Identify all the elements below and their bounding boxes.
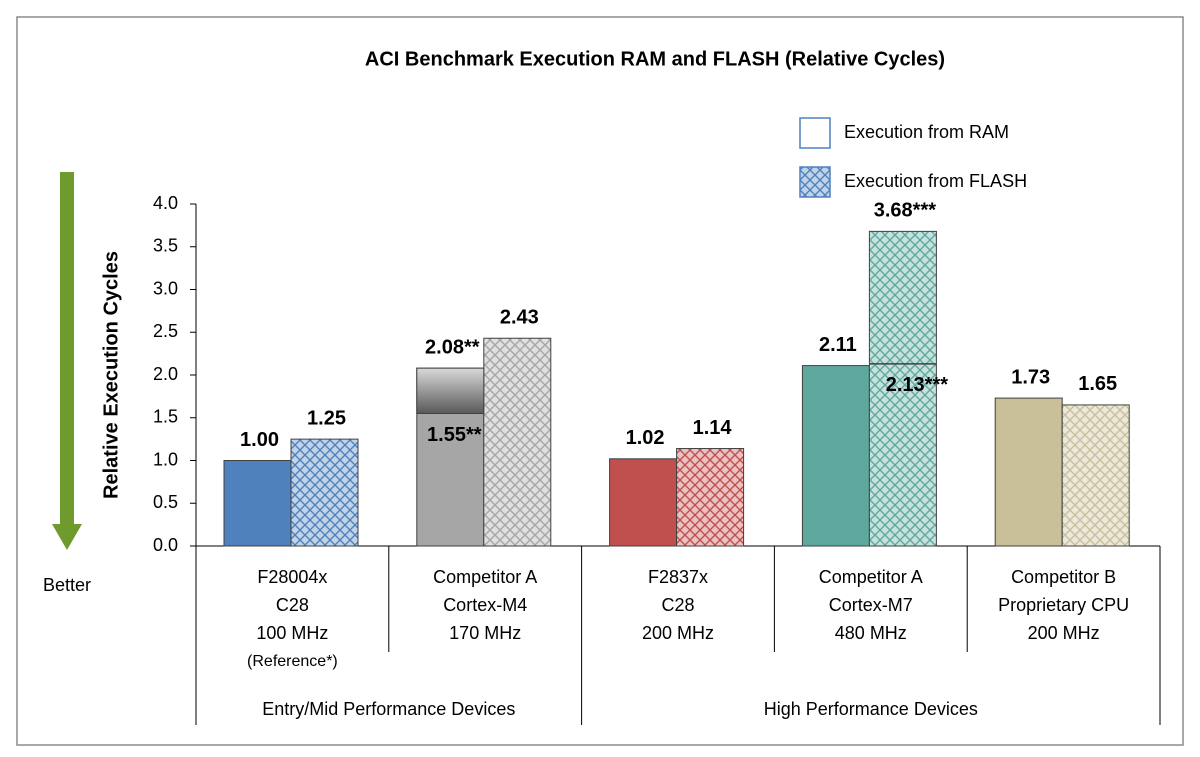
bar — [676, 448, 745, 547]
value-label: 2.11 — [819, 334, 857, 356]
bar-segment — [416, 367, 485, 414]
x-tick-label: C28 — [661, 595, 694, 615]
value-label: 1.25 — [307, 407, 346, 429]
y-tick-label: 3.5 — [153, 236, 178, 256]
x-tick-label: 100 MHz — [256, 623, 328, 643]
better-label: Better — [43, 575, 91, 595]
bar — [609, 458, 678, 547]
x-tick-label: 200 MHz — [1028, 623, 1100, 643]
better-arrow — [52, 172, 82, 550]
x-tick-label: Cortex-M4 — [443, 595, 527, 615]
x-tick-label: F28004x — [257, 567, 327, 587]
y-tick-label: 4.0 — [153, 193, 178, 213]
marker-label: 1.55** — [427, 424, 482, 446]
bar — [994, 397, 1063, 547]
y-tick-label: 1.0 — [153, 449, 178, 469]
value-label: 2.43 — [500, 307, 539, 329]
bar — [868, 230, 937, 547]
value-label: 1.02 — [626, 427, 665, 449]
legend-label: Execution from RAM — [844, 122, 1009, 142]
marker-label: 2.13*** — [886, 374, 948, 396]
x-tick-label: (Reference*) — [247, 653, 338, 670]
x-tick-label: Competitor A — [819, 567, 923, 587]
y-tick-label: 2.0 — [153, 364, 178, 384]
bar — [483, 337, 552, 547]
bar — [223, 460, 292, 547]
value-label: 1.00 — [240, 429, 279, 451]
y-axis-label: Relative Execution Cycles — [100, 251, 122, 499]
bar — [801, 365, 870, 547]
x-tick-label: Competitor A — [433, 567, 537, 587]
value-label: 2.08** — [425, 336, 480, 358]
legend-label: Execution from FLASH — [844, 171, 1027, 191]
chart-frame — [16, 16, 1184, 746]
x-tick-label: 480 MHz — [835, 623, 907, 643]
x-tick-label: Cortex-M7 — [829, 595, 913, 615]
y-tick-label: 2.5 — [153, 321, 178, 341]
value-label: 1.14 — [693, 417, 733, 439]
y-tick-label: 3.0 — [153, 278, 178, 298]
legend-swatch — [799, 117, 831, 149]
bar — [290, 438, 359, 547]
y-tick-label: 1.5 — [153, 407, 178, 427]
group-label: High Performance Devices — [764, 699, 978, 719]
x-tick-label: Competitor B — [1011, 567, 1116, 587]
x-tick-label: 170 MHz — [449, 623, 521, 643]
value-label: 1.73 — [1011, 366, 1050, 388]
value-label: 3.68*** — [874, 200, 936, 222]
value-label: 1.65 — [1078, 373, 1117, 395]
group-label: Entry/Mid Performance Devices — [262, 699, 515, 719]
x-tick-label: C28 — [276, 595, 309, 615]
y-tick-label: 0.5 — [153, 492, 178, 512]
x-tick-label: Proprietary CPU — [998, 595, 1129, 615]
bar — [1061, 404, 1130, 547]
x-tick-label: 200 MHz — [642, 623, 714, 643]
legend-swatch — [799, 166, 831, 198]
x-tick-label: F2837x — [648, 567, 708, 587]
y-tick-label: 0.0 — [153, 535, 178, 555]
chart-title: ACI Benchmark Execution RAM and FLASH (R… — [365, 48, 945, 70]
